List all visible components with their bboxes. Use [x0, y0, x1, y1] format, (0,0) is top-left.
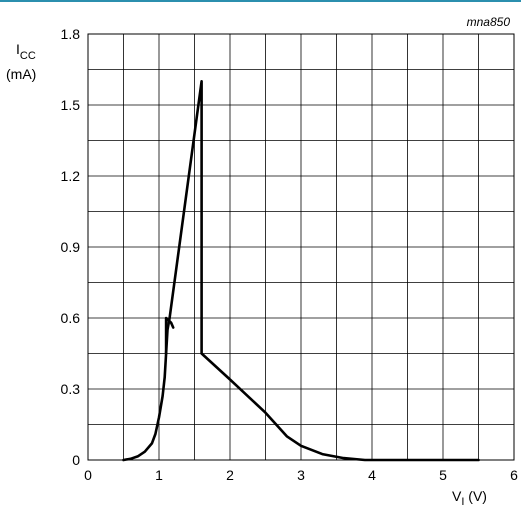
series-layer	[122, 80, 480, 462]
x-axis-label-sub: I	[461, 496, 464, 507]
x-tick-label: 6	[510, 467, 518, 483]
series-line-1	[122, 80, 480, 462]
x-axis-label-unit: (V)	[464, 488, 487, 504]
series-line-2	[164, 316, 175, 355]
x-tick-labels: 0 1 2 3 4 5 6	[84, 467, 518, 483]
x-tick-label: 1	[155, 467, 163, 483]
y-tick-label: 1.8	[61, 26, 81, 42]
x-tick-label: 4	[368, 467, 376, 483]
figure-code: mna850	[467, 15, 511, 29]
y-tick-label: 1.5	[61, 97, 81, 113]
grid-horizontal	[88, 69, 514, 425]
y-axis-unit: (mA)	[6, 66, 36, 82]
y-tick-label: 0	[72, 452, 80, 468]
x-axis-label: VI (V)	[452, 488, 487, 507]
y-tick-label: 0.6	[61, 310, 81, 326]
y-tick-labels: 0 0.3 0.6 0.9 1.2 1.5 1.8	[61, 26, 81, 468]
x-tick-label: 3	[297, 467, 305, 483]
x-axis-label-main: V	[452, 488, 462, 504]
x-tick-label: 2	[226, 467, 234, 483]
y-axis-label-main: I	[16, 41, 20, 57]
y-tick-label: 0.9	[61, 239, 81, 255]
y-axis-label: ICC	[16, 41, 36, 62]
y-axis-label-sub: CC	[20, 50, 36, 62]
x-tick-label: 5	[439, 467, 447, 483]
x-tick-label: 0	[84, 467, 92, 483]
y-tick-label: 0.3	[61, 381, 81, 397]
y-tick-label: 1.2	[61, 168, 81, 184]
